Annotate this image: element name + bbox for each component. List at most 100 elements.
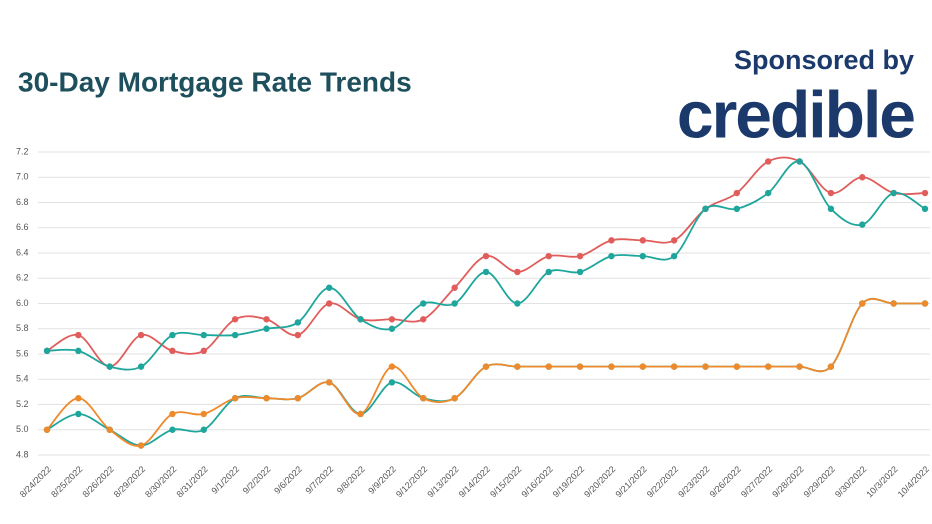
data-point	[388, 379, 396, 386]
data-point	[576, 252, 584, 260]
data-point	[420, 316, 427, 323]
y-tick-label: 6.8	[16, 197, 29, 207]
data-point	[357, 410, 364, 418]
data-point	[482, 363, 490, 370]
x-tick-label: 8/26/2022	[80, 464, 115, 499]
x-tick-label: 9/19/2022	[551, 464, 586, 499]
x-tick-label: 10/3/2022	[864, 464, 899, 499]
data-point	[75, 410, 82, 418]
data-point	[796, 363, 803, 370]
chart-title: 30-Day Mortgage Rate Trends	[18, 66, 412, 97]
data-point	[545, 268, 552, 276]
y-tick-label: 6.0	[16, 298, 29, 308]
x-tick-label: 9/27/2022	[739, 464, 774, 499]
data-point	[137, 331, 145, 339]
data-point	[200, 410, 207, 418]
data-point	[576, 363, 584, 370]
x-tick-label: 9/1/2022	[209, 464, 241, 496]
data-point	[388, 325, 396, 332]
data-point	[75, 394, 82, 402]
data-point	[231, 331, 239, 339]
x-tick-label: 10/4/2022	[896, 464, 931, 499]
data-point	[765, 158, 772, 165]
data-point	[670, 252, 678, 260]
data-point	[482, 268, 490, 276]
sponsor-label: Sponsored by	[734, 45, 914, 75]
data-point	[231, 394, 239, 402]
data-point	[263, 325, 270, 332]
data-point	[608, 237, 615, 244]
data-point	[75, 347, 82, 355]
x-tick-label: 9/23/2022	[676, 464, 711, 499]
data-point	[514, 268, 521, 276]
data-point	[200, 347, 207, 355]
data-point	[169, 410, 176, 418]
data-point	[733, 363, 741, 370]
series-line	[46, 297, 925, 447]
data-point	[765, 189, 772, 197]
x-tick-label: 9/8/2022	[335, 464, 367, 496]
x-tick-label: 8/25/2022	[49, 464, 84, 499]
data-point	[169, 331, 176, 339]
x-tick-label: 9/15/2022	[488, 464, 523, 499]
x-tick-label: 9/14/2022	[457, 464, 492, 499]
data-point	[326, 379, 333, 386]
data-point	[859, 300, 866, 307]
data-point	[702, 205, 709, 213]
x-tick-label: 8/31/2022	[174, 464, 209, 499]
data-point	[43, 347, 51, 355]
data-point	[482, 252, 490, 260]
x-tick-label: 9/7/2022	[303, 464, 335, 496]
y-tick-label: 4.8	[16, 449, 29, 459]
data-point	[921, 300, 929, 307]
data-point	[545, 252, 552, 260]
data-point	[733, 205, 741, 213]
data-point	[796, 158, 803, 165]
data-point	[639, 252, 646, 260]
y-tick-label: 7.0	[16, 172, 29, 182]
data-point	[388, 316, 396, 323]
data-point	[137, 442, 145, 449]
data-point	[733, 189, 741, 197]
data-point	[827, 205, 835, 213]
data-point	[890, 300, 897, 307]
data-point	[670, 363, 678, 370]
data-point	[702, 363, 709, 370]
y-tick-label: 7.2	[16, 146, 29, 156]
y-tick-label: 5.4	[16, 374, 29, 384]
x-tick-label: 9/12/2022	[394, 464, 429, 499]
data-point	[670, 237, 678, 244]
x-tick-label: 9/22/2022	[645, 464, 680, 499]
data-point	[765, 363, 772, 370]
data-point	[514, 300, 521, 307]
x-tick-label: 9/21/2022	[613, 464, 648, 499]
x-tick-label: 9/26/2022	[708, 464, 743, 499]
series-line	[46, 297, 925, 447]
data-point	[545, 363, 552, 370]
data-point	[43, 426, 51, 433]
data-point	[921, 205, 929, 213]
data-point	[420, 300, 427, 307]
data-point	[294, 319, 302, 326]
data-point	[608, 363, 615, 370]
x-tick-label: 8/30/2022	[143, 464, 178, 499]
data-point	[921, 189, 929, 197]
x-tick-label: 9/9/2022	[366, 464, 398, 496]
series-line	[46, 156, 926, 368]
data-point	[75, 331, 82, 339]
data-point	[326, 284, 333, 291]
data-point	[200, 426, 207, 433]
x-tick-label: 9/6/2022	[272, 464, 304, 496]
data-point	[263, 394, 270, 402]
data-point	[576, 268, 584, 276]
data-point	[451, 284, 458, 291]
data-point	[639, 237, 646, 244]
data-point	[231, 316, 239, 323]
data-point	[137, 363, 145, 370]
x-tick-label: 9/13/2022	[425, 464, 460, 499]
data-point	[608, 252, 615, 260]
data-point	[294, 331, 302, 339]
x-tick-label: 9/28/2022	[770, 464, 805, 499]
y-tick-label: 5.6	[16, 348, 29, 358]
